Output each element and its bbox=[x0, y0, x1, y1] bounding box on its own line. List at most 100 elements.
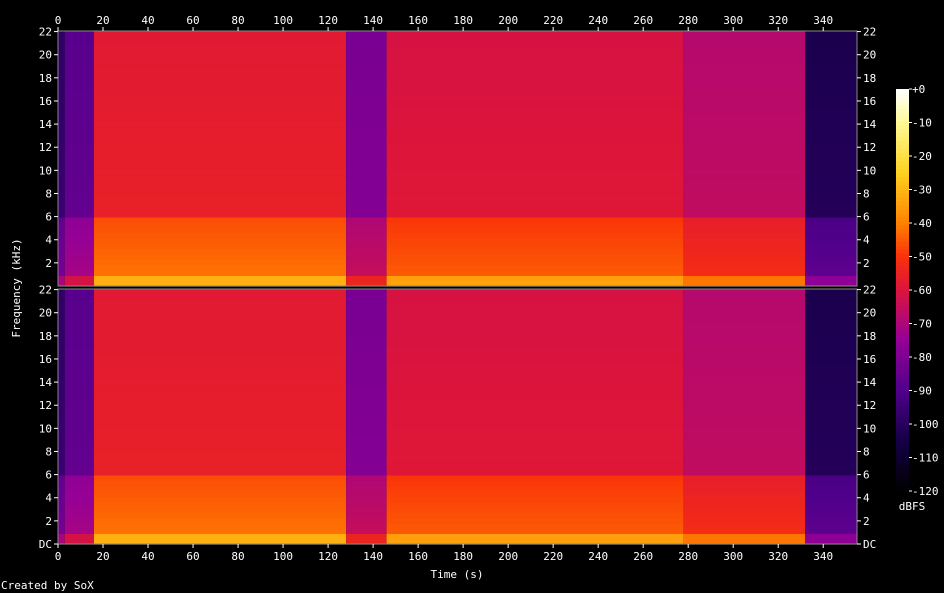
spectrogram-cell bbox=[805, 517, 857, 524]
colorbar-band bbox=[896, 386, 909, 391]
spectrogram-cell bbox=[346, 299, 387, 306]
spectrogram-cell bbox=[94, 31, 347, 37]
spectrogram-cell bbox=[346, 100, 387, 106]
colorbar-band bbox=[896, 294, 909, 299]
spectrogram-cell bbox=[58, 299, 65, 306]
spectrogram-cell bbox=[805, 216, 857, 223]
spectrogram-cell bbox=[683, 474, 806, 481]
spectrogram-cell bbox=[346, 275, 387, 282]
spectrogram-cell bbox=[386, 416, 684, 423]
spectrogram-cell bbox=[94, 280, 347, 287]
spectrogram-cell bbox=[94, 201, 347, 207]
spectrogram-cell bbox=[64, 379, 95, 386]
spectrogram-cell bbox=[683, 131, 806, 138]
spectrogram-cell bbox=[64, 427, 95, 434]
x-tick-label: 40 bbox=[141, 14, 154, 27]
spectrogram-cell bbox=[683, 469, 806, 476]
spectrogram-cell bbox=[94, 315, 347, 322]
spectrogram-cell bbox=[64, 437, 95, 444]
colorbar-tick-label: -120 bbox=[912, 485, 939, 498]
spectrogram-cell bbox=[94, 248, 347, 255]
spectrogram-cell bbox=[805, 342, 857, 349]
spectrogram-cell bbox=[805, 490, 857, 497]
spectrogram-cell bbox=[386, 227, 684, 234]
spectrogram-cell bbox=[64, 533, 95, 540]
spectrogram-cell bbox=[805, 211, 857, 218]
x-tick-label: 240 bbox=[588, 14, 608, 27]
colorbar-band bbox=[896, 161, 909, 166]
x-tick-label: 20 bbox=[96, 14, 109, 27]
spectrogram-cell bbox=[683, 416, 806, 423]
spectrogram-cell bbox=[386, 315, 684, 322]
spectrogram-cell bbox=[58, 131, 65, 138]
spectrogram-cell bbox=[64, 358, 95, 364]
spectrogram-cell bbox=[94, 100, 347, 106]
colorbar-band bbox=[896, 233, 909, 239]
spectrogram-cell bbox=[346, 73, 387, 80]
spectrogram-cell bbox=[94, 195, 347, 202]
spectrogram-cell bbox=[805, 57, 857, 64]
spectrogram-cell bbox=[94, 289, 347, 295]
spectrogram-cell bbox=[64, 190, 95, 197]
spectrogram-cell bbox=[683, 501, 806, 508]
spectrogram-cell bbox=[346, 179, 387, 186]
spectrogram-cell bbox=[64, 517, 95, 524]
x-tick-label: 200 bbox=[498, 550, 518, 563]
y-tick-label: 20 bbox=[39, 49, 52, 62]
spectrogram-cell bbox=[683, 304, 806, 311]
spectrogram-cell bbox=[346, 126, 387, 133]
colorbar-band bbox=[896, 253, 909, 259]
spectrogram-cell bbox=[683, 126, 806, 133]
spectrogram-cell bbox=[683, 195, 806, 202]
spectrogram-cell bbox=[58, 216, 65, 223]
spectrogram-cell bbox=[346, 169, 387, 176]
spectrogram-cell bbox=[58, 289, 65, 295]
x-tick-label: 220 bbox=[543, 14, 563, 27]
spectrogram-cell bbox=[805, 480, 857, 487]
spectrogram-cell bbox=[94, 84, 347, 91]
spectrogram-cell bbox=[805, 259, 857, 266]
spectrogram-cell bbox=[58, 137, 65, 144]
spectrogram-cell bbox=[94, 275, 347, 282]
colorbar-band bbox=[896, 141, 909, 146]
colorbar-band bbox=[896, 241, 909, 247]
y-tick-label: 22 bbox=[863, 26, 876, 39]
spectrogram-cell bbox=[683, 94, 806, 101]
colorbar-band bbox=[896, 402, 909, 408]
spectrogram-cell bbox=[64, 474, 95, 481]
spectrogram-cell bbox=[805, 169, 857, 176]
x-tick-label: 60 bbox=[186, 550, 199, 563]
spectrogram-cell bbox=[386, 448, 684, 455]
spectrogram-cell bbox=[58, 432, 65, 439]
spectrogram-cell bbox=[805, 147, 857, 154]
spectrogram-cell bbox=[94, 94, 347, 101]
spectrogram-cell bbox=[683, 73, 806, 80]
spectrogram-cell bbox=[683, 421, 806, 428]
spectrogram-cell bbox=[683, 342, 806, 349]
spectrogram-cell bbox=[346, 110, 387, 117]
spectrogram-cell bbox=[683, 46, 806, 53]
spectrogram-cell bbox=[386, 195, 684, 202]
spectrogram-cell bbox=[346, 459, 387, 465]
spectrogram-cell bbox=[64, 294, 95, 301]
spectrogram-cell bbox=[346, 116, 387, 122]
spectrogram-cell bbox=[805, 62, 857, 69]
spectrogram-cell bbox=[386, 528, 684, 534]
colorbar-band bbox=[896, 105, 909, 110]
spectrogram-cell bbox=[346, 232, 387, 239]
spectrogram-cell bbox=[58, 31, 65, 37]
spectrogram-cell bbox=[346, 538, 387, 545]
spectrogram-cell bbox=[64, 216, 95, 223]
spectrogram-cell bbox=[386, 116, 684, 122]
colorbar-label: dBFS bbox=[899, 500, 926, 513]
y-tick-label: 16 bbox=[863, 95, 876, 108]
colorbar-band bbox=[896, 466, 909, 472]
spectrogram-cell bbox=[94, 299, 347, 306]
spectrogram-cell bbox=[346, 379, 387, 386]
spectrogram-cell bbox=[805, 379, 857, 386]
spectrogram-cell bbox=[94, 179, 347, 186]
spectrogram-cell bbox=[58, 100, 65, 106]
colorbar-band bbox=[896, 430, 909, 436]
colorbar-band bbox=[896, 318, 909, 323]
x-tick-label: 20 bbox=[96, 550, 109, 563]
